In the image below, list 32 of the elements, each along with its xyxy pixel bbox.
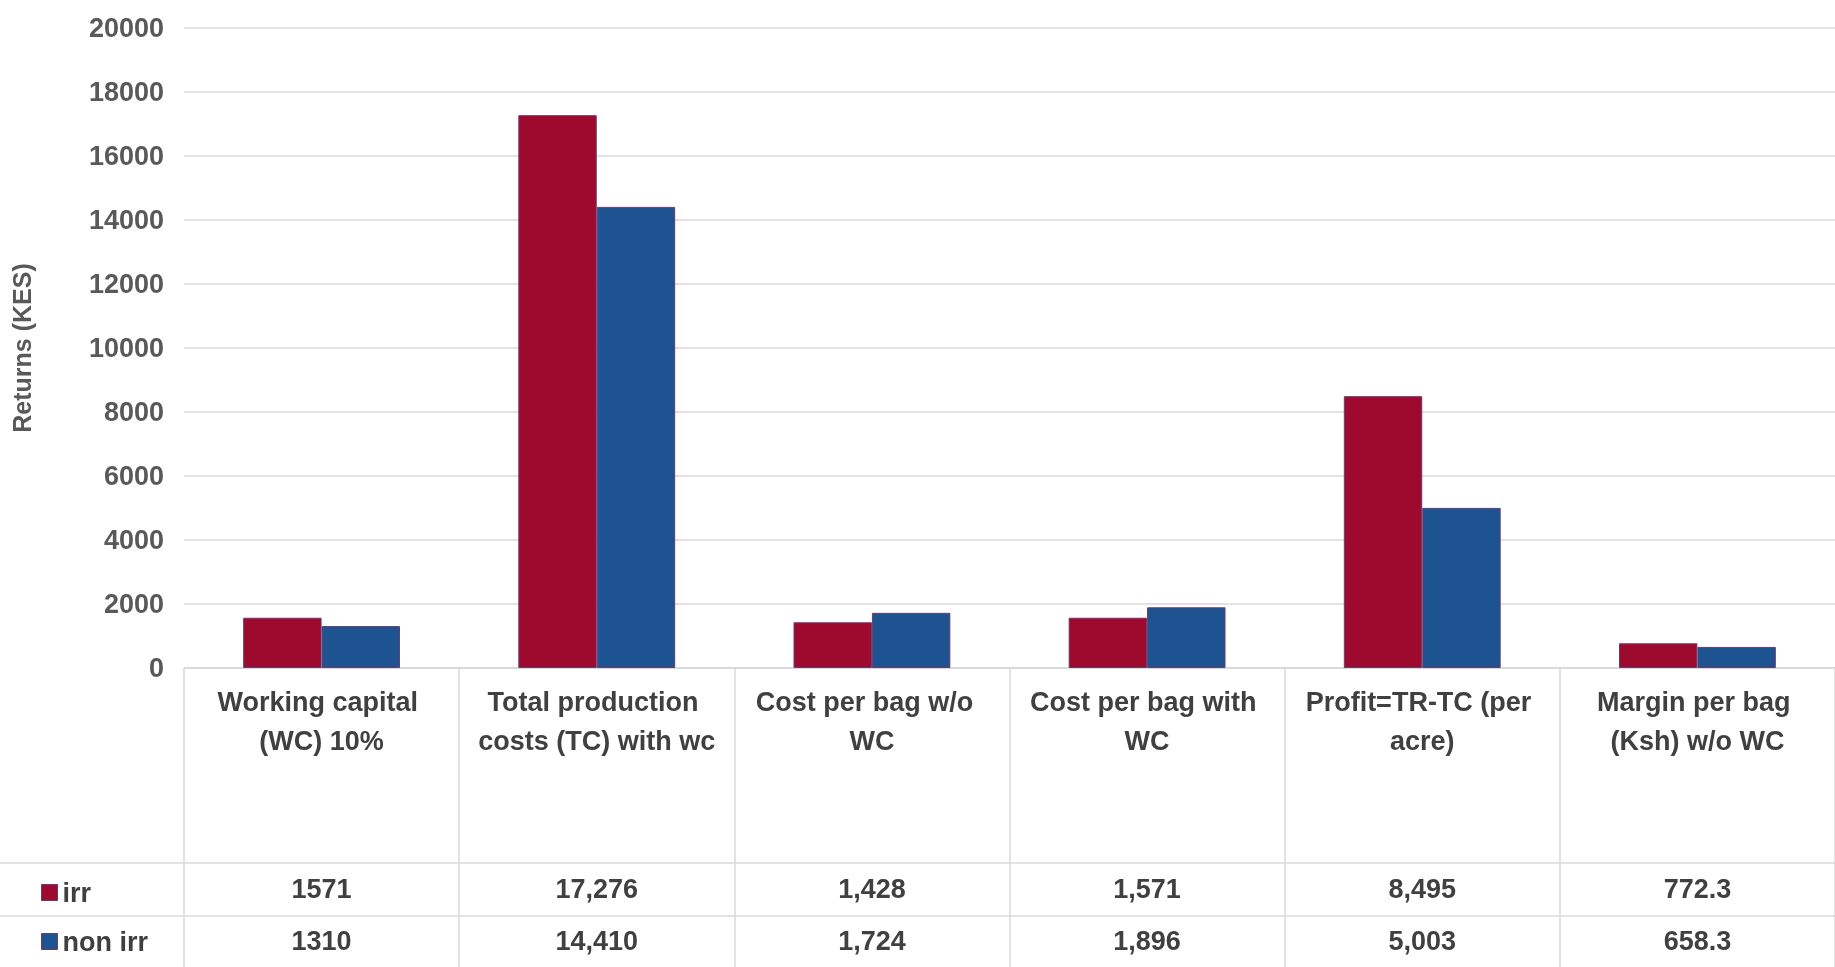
- data-label: 14,410: [555, 926, 639, 956]
- y-tick-label: 0: [148, 653, 164, 683]
- data-label: 5,003: [1388, 926, 1457, 956]
- y-tick-label: 10000: [88, 333, 164, 363]
- y-tick-label: 4000: [103, 525, 164, 555]
- y-tick-label: 2000: [103, 589, 164, 619]
- y-tick-label: 8000: [103, 397, 164, 427]
- y-axis-title: Returns (KES): [7, 263, 36, 433]
- data-label: 658.3: [1663, 926, 1732, 956]
- data-label: 772.3: [1663, 874, 1732, 904]
- y-tick-label: 14000: [88, 205, 164, 235]
- y-tick-label: 12000: [88, 269, 164, 299]
- data-label: 1,571: [1113, 874, 1181, 904]
- y-tick-label: 16000: [88, 141, 164, 171]
- x-tick-label: Profit=TR-TC (per acre): [1305, 686, 1539, 756]
- x-tick-label: Cost per bag with WC: [1030, 686, 1265, 756]
- legend-label: non irr: [62, 926, 149, 957]
- data-label: 1,896: [1113, 926, 1181, 956]
- data-label: 8,495: [1388, 874, 1457, 904]
- y-tick-label: 18000: [88, 77, 164, 107]
- data-label: 1310: [291, 926, 352, 956]
- x-tick-label: Margin per bag (Ksh) w/o WC: [1596, 686, 1798, 756]
- legend-label: irr: [62, 877, 92, 908]
- x-tick-label: Cost per bag w/o WC: [755, 686, 989, 756]
- data-label: 1571: [291, 874, 352, 904]
- x-tick-label: Total production costs (TC) with wc: [478, 686, 716, 756]
- x-tick-label: Working capital (WC) 10%: [217, 686, 426, 756]
- y-tick-label: 20000: [88, 13, 164, 43]
- data-label: 1,724: [838, 926, 906, 956]
- data-label: 1,428: [838, 874, 906, 904]
- y-tick-label: 6000: [103, 461, 164, 491]
- data-label: 17,276: [555, 874, 639, 904]
